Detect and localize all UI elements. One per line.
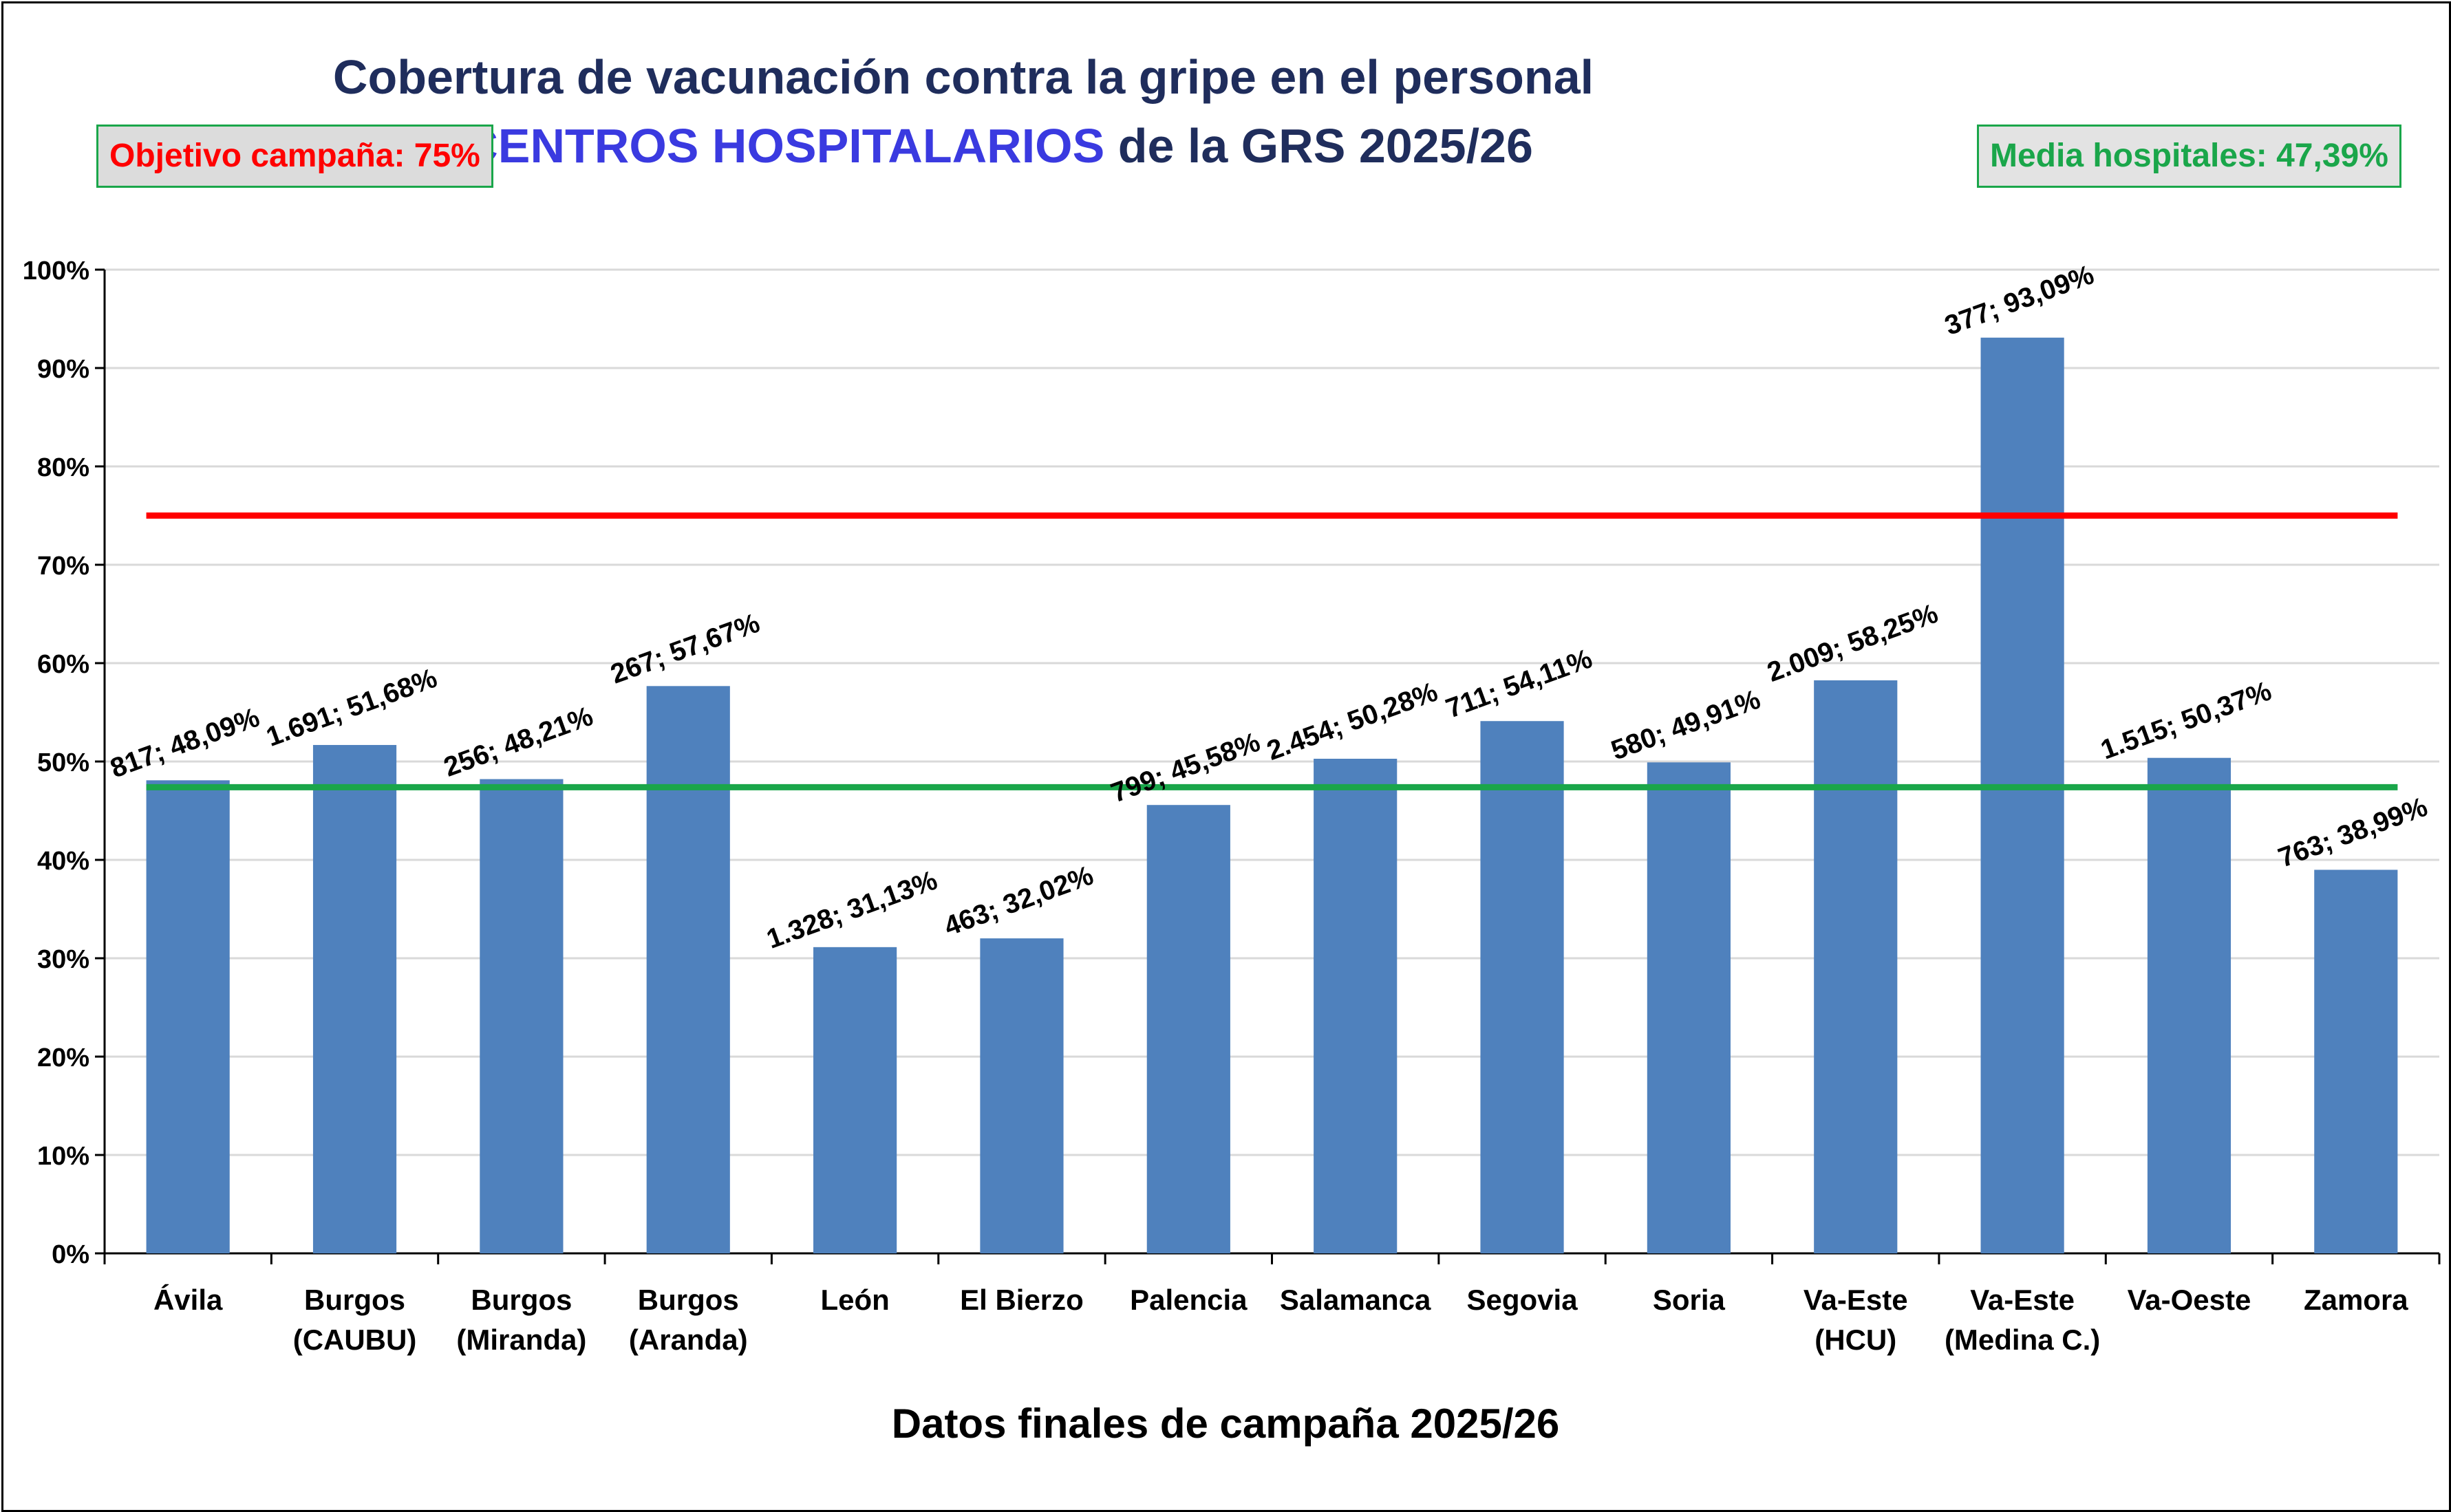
bar xyxy=(146,780,230,1253)
bar xyxy=(1314,758,1398,1253)
y-tick-label: 70% xyxy=(37,552,89,581)
data-label: 763; 38,99% xyxy=(2274,792,2431,874)
y-tick-label: 0% xyxy=(52,1240,89,1269)
bar xyxy=(813,947,897,1253)
category-label: Ávila xyxy=(153,1284,223,1316)
bar xyxy=(480,779,564,1253)
chart-title-line2: de CENTROS HOSPITALARIOS de la GRS 2025/… xyxy=(0,111,1927,180)
y-tick-label: 90% xyxy=(37,355,89,384)
category-label: Va-Oeste xyxy=(2128,1284,2251,1316)
y-tick-label: 10% xyxy=(37,1142,89,1171)
y-tick-label: 100% xyxy=(23,257,89,285)
y-tick-label: 60% xyxy=(37,650,89,679)
bar xyxy=(1647,762,1731,1253)
mean-badge: Media hospitales: 47,39% xyxy=(1977,125,2401,188)
category-label: Va-Este xyxy=(1970,1284,2075,1316)
category-label: Palencia xyxy=(1130,1284,1248,1316)
y-tick-label: 80% xyxy=(37,453,89,482)
data-label: 580; 49,91% xyxy=(1607,684,1764,766)
title-accent: CENTROS HOSPITALARIOS xyxy=(463,119,1105,173)
category-label: Segovia xyxy=(1466,1284,1578,1316)
data-label: 1.328; 31,13% xyxy=(762,865,941,954)
y-tick-label: 50% xyxy=(37,748,89,777)
data-label: 463; 32,02% xyxy=(940,860,1097,942)
x-axis-label: Datos finales de campaña 2025/26 xyxy=(891,1401,1560,1447)
data-label: 711; 54,11% xyxy=(1442,643,1596,724)
category-label: (Aranda) xyxy=(629,1324,748,1356)
bar xyxy=(1146,805,1230,1253)
bar xyxy=(2314,870,2398,1253)
bar xyxy=(1814,680,1898,1253)
category-label: Burgos xyxy=(304,1284,405,1316)
y-tick-label: 40% xyxy=(37,847,89,876)
chart-title-line1: Cobertura de vacunación contra la gripe … xyxy=(332,50,1594,104)
bar xyxy=(646,686,730,1253)
bar xyxy=(2147,757,2231,1253)
category-label: Soria xyxy=(1653,1284,1726,1316)
data-label: 2.454; 50,28% xyxy=(1263,677,1442,766)
category-label: Va-Este xyxy=(1804,1284,1908,1316)
category-label: (Miranda) xyxy=(456,1324,586,1356)
bar xyxy=(980,938,1064,1253)
category-label: El Bierzo xyxy=(960,1284,1084,1316)
category-label: León xyxy=(820,1284,889,1316)
data-label: 256; 48,21% xyxy=(440,701,597,783)
data-label: 817; 48,09% xyxy=(107,702,264,784)
data-label: 799; 45,58% xyxy=(1107,727,1264,809)
category-label: (Medina C.) xyxy=(1945,1324,2100,1356)
category-label: Salamanca xyxy=(1280,1284,1431,1316)
category-label: Burgos xyxy=(638,1284,739,1316)
target-badge: Objetivo campaña: 75% xyxy=(96,125,493,188)
bar xyxy=(312,744,397,1253)
category-label: (HCU) xyxy=(1815,1324,1896,1356)
bar xyxy=(1980,337,2064,1253)
category-label: (CAUBU) xyxy=(293,1324,417,1356)
y-tick-label: 30% xyxy=(37,945,89,974)
category-label: Zamora xyxy=(2304,1284,2408,1316)
data-label: 1.691; 51,68% xyxy=(262,663,441,753)
data-label: 377; 93,09% xyxy=(1941,259,2098,341)
category-label: Burgos xyxy=(471,1284,572,1316)
data-label: 267; 57,67% xyxy=(607,608,764,690)
chart-title: Cobertura de vacunación contra la gripe … xyxy=(0,43,1927,180)
title-suffix: de la GRS 2025/26 xyxy=(1104,119,1533,173)
data-label: 2.009; 58,25% xyxy=(1764,598,1942,688)
bar xyxy=(1480,721,1564,1253)
y-tick-label: 20% xyxy=(37,1044,89,1072)
data-label: 1.515; 50,37% xyxy=(2097,676,2276,765)
